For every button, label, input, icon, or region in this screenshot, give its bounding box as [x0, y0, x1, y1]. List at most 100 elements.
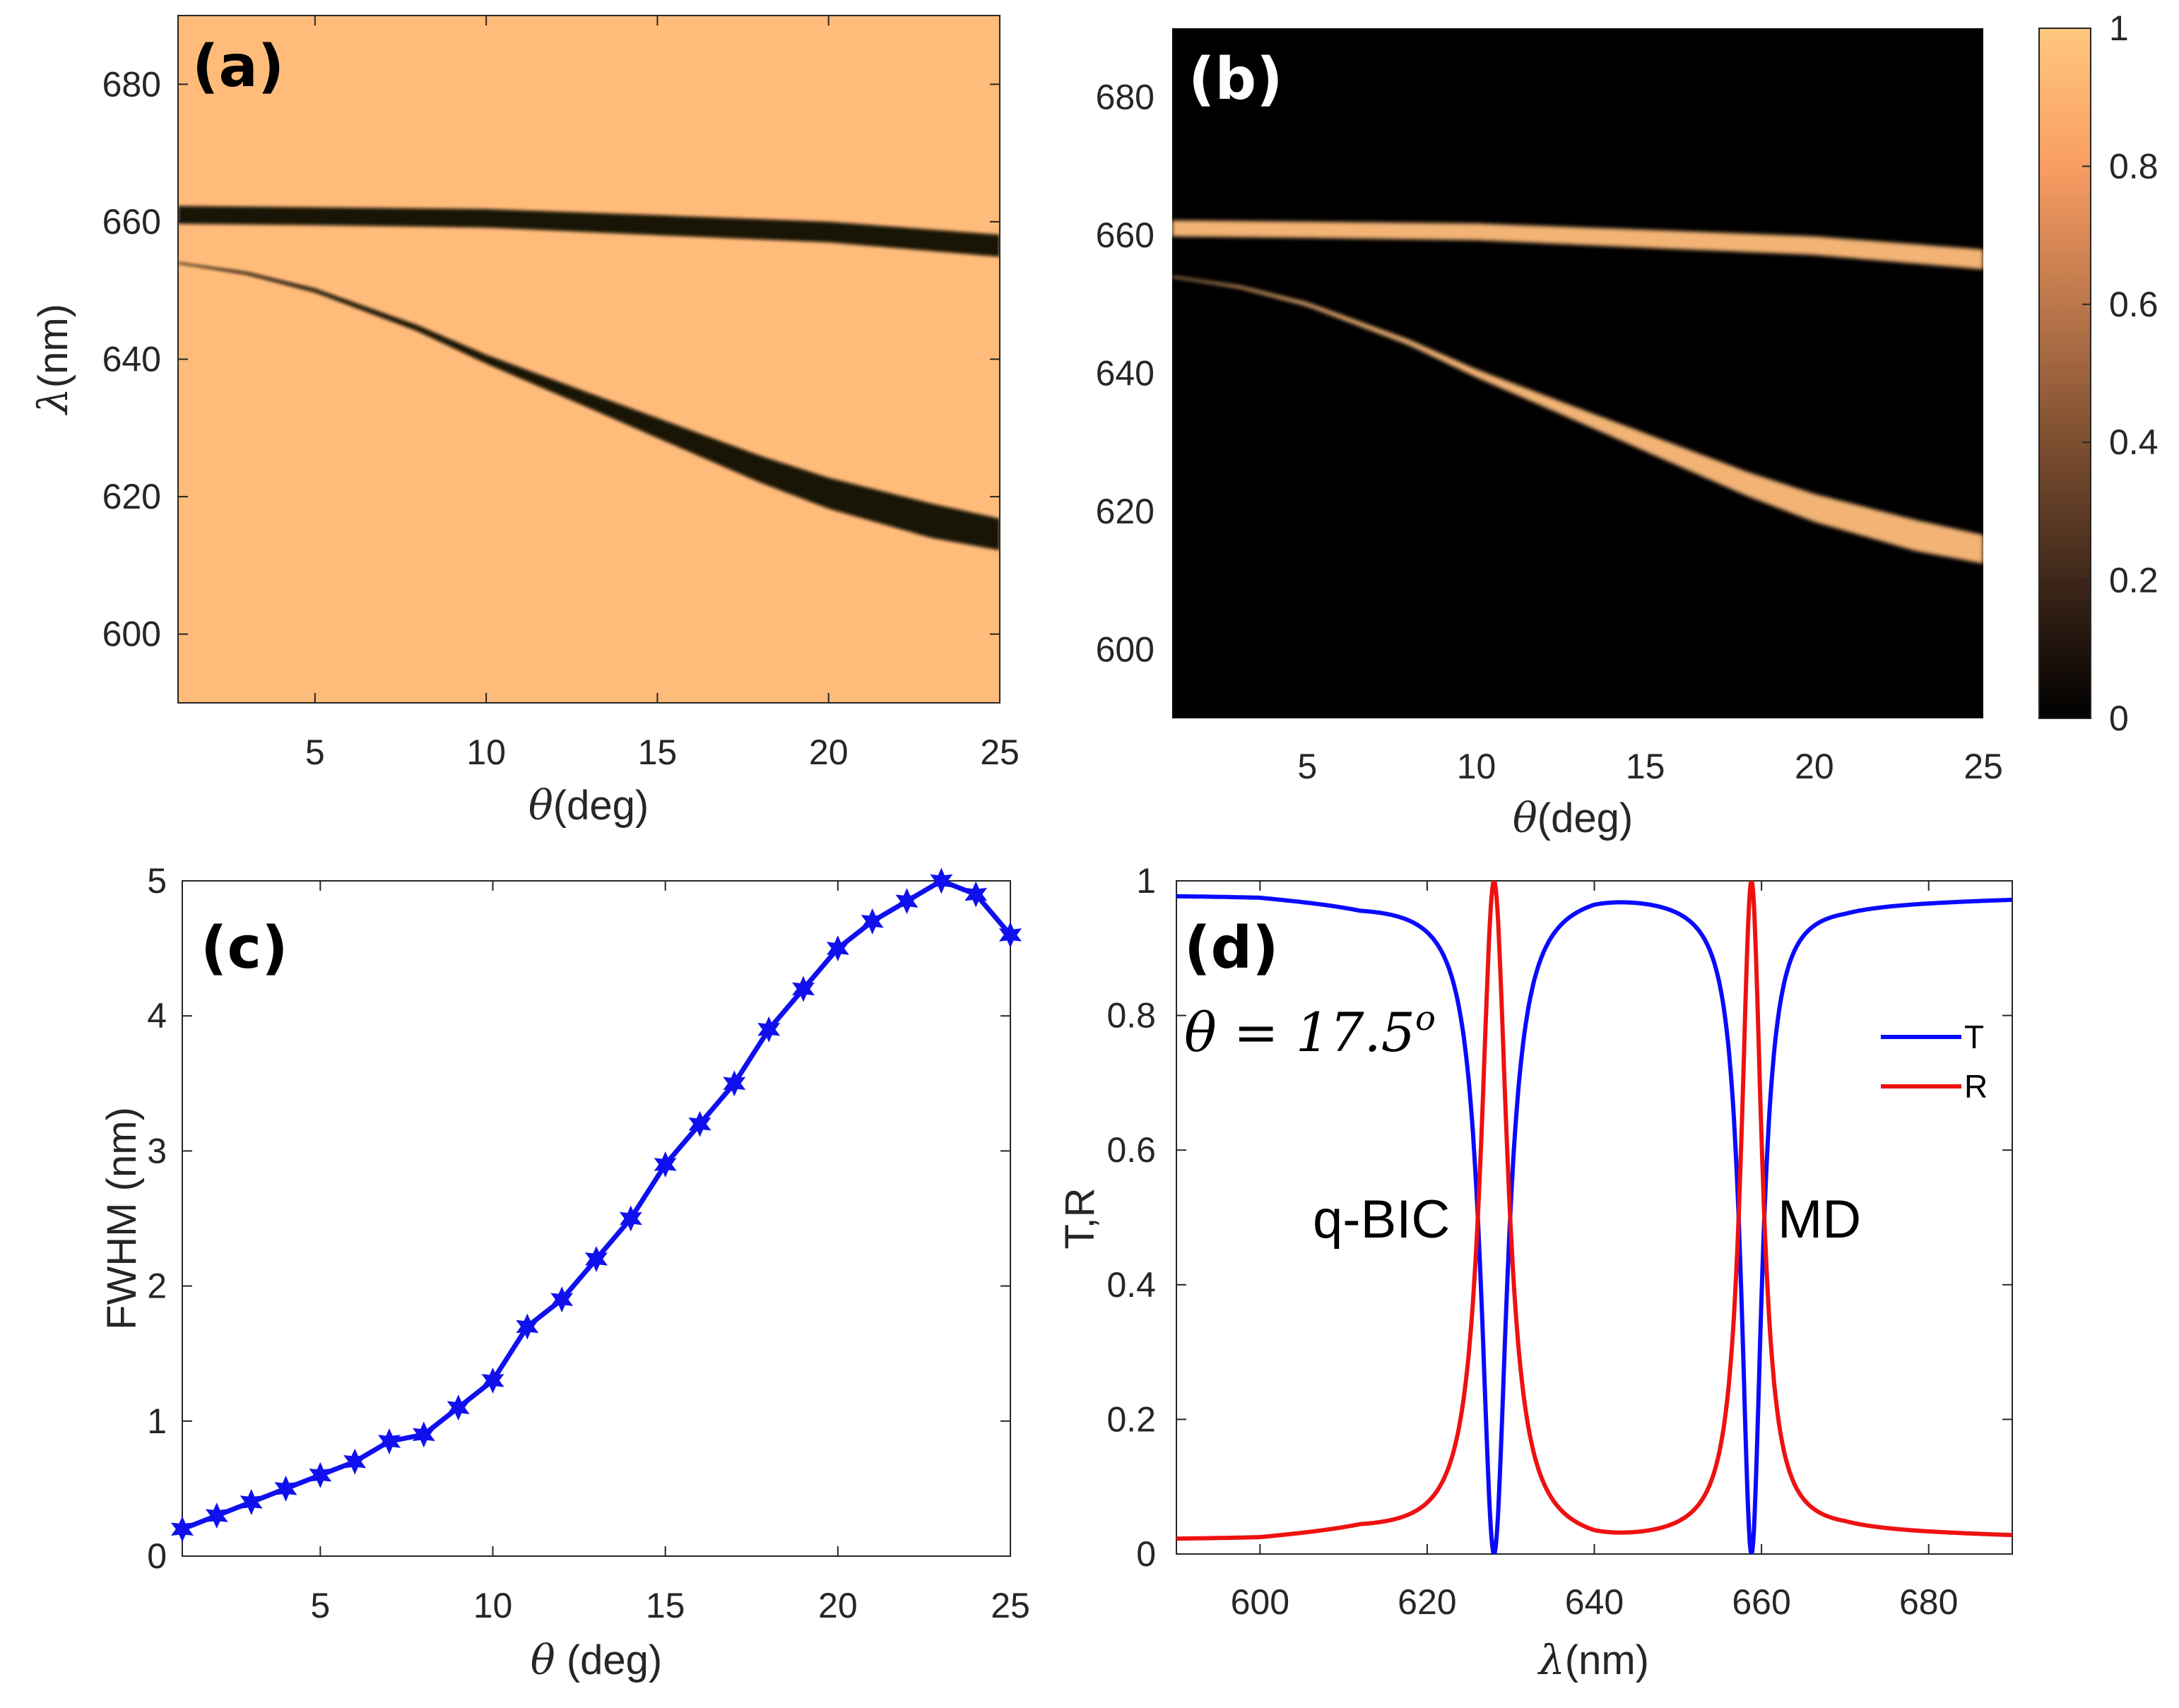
y-tick-label: 3 — [147, 1131, 167, 1170]
fwhm-data-point — [688, 1110, 711, 1137]
resonance-band-q-bic — [1172, 275, 1983, 564]
x-tick-label: 15 — [638, 733, 678, 772]
fwhm-data-point — [550, 1286, 574, 1313]
reflection-series-line — [1176, 881, 2012, 1541]
y-tick-label: 2 — [147, 1267, 167, 1306]
panel-b: 5 10 15 20 25 600 620 640 660 680 (b) θ(deg) 0 0.… — [1096, 8, 2159, 842]
x-tick-label: 15 — [646, 1586, 685, 1625]
fwhm-data-point — [757, 1016, 781, 1043]
resonance-band-md — [1172, 220, 1983, 270]
x-tick-label: 20 — [809, 733, 849, 772]
y-tick-label: 620 — [102, 477, 161, 516]
x-axis-label-c: θ (deg) — [531, 1636, 662, 1684]
colorbar-tick-label: 1 — [2109, 8, 2129, 48]
panel-label-c: (c) — [201, 915, 288, 982]
y-axis-label-c: FWHM (nm) — [99, 1107, 145, 1330]
fwhm-data-point — [619, 1205, 642, 1232]
colorbar-tick-label: 0.2 — [2109, 561, 2159, 600]
transmission-series-line — [1176, 894, 2012, 1554]
fwhm-data-point — [895, 888, 919, 915]
x-tick-label: 5 — [305, 733, 325, 772]
y-tick-label: 5 — [147, 861, 167, 901]
x-tick-label: 25 — [991, 1586, 1030, 1625]
plot-frame-c — [182, 880, 1011, 1557]
fwhm-data-point — [240, 1489, 263, 1515]
theta-annotation: θ = 17.5o — [1184, 999, 1436, 1064]
y-tick-label: 0 — [1136, 1534, 1156, 1574]
fwhm-data-point — [412, 1421, 435, 1448]
y-tick-label: 0.4 — [1106, 1265, 1156, 1305]
heatmap-b-bands — [1172, 220, 1983, 564]
x-tick-label: 600 — [1231, 1582, 1289, 1622]
fwhm-data-point — [964, 881, 988, 908]
x-tick-label: 640 — [1565, 1582, 1624, 1622]
fwhm-data-point — [377, 1428, 401, 1454]
y-axis-label-a: λ(nm) — [29, 304, 77, 415]
x-ticks-b: 5 10 15 20 25 — [1297, 747, 2002, 786]
x-tick-label: 10 — [466, 733, 506, 772]
fwhm-data-point — [654, 1151, 677, 1178]
panel-label-b: (b) — [1188, 46, 1283, 113]
y-tick-label: 4 — [147, 996, 167, 1036]
x-tick-label: 680 — [1899, 1582, 1958, 1622]
resonance-band-q-bic — [178, 262, 1000, 550]
y-tick-label: 0.2 — [1106, 1399, 1156, 1439]
x-tick-label: 660 — [1732, 1582, 1790, 1622]
colorbar — [2038, 28, 2091, 719]
fwhm-data-point — [584, 1245, 608, 1272]
fwhm-data-point — [309, 1461, 332, 1488]
x-tick-label: 5 — [1297, 747, 1317, 786]
fwhm-data-point — [447, 1394, 470, 1421]
fwhm-data-point — [791, 975, 815, 1002]
fwhm-data-point — [516, 1313, 539, 1340]
fwhm-data-point — [826, 935, 849, 962]
fwhm-data-point — [170, 1516, 194, 1543]
y-tick-label: 660 — [1096, 215, 1155, 255]
colorbar-tick-label: 0.8 — [2109, 146, 2159, 186]
annotation-md: MD — [1778, 1190, 1861, 1250]
fwhm-data-point — [723, 1070, 746, 1097]
fwhm-series-markers — [170, 867, 1022, 1543]
y-tick-label: 620 — [1096, 492, 1155, 531]
panel-label-a: (a) — [192, 33, 284, 100]
panel-a: 5 10 15 20 25 600 620 640 660 680 (a) θ(deg) λ(n… — [29, 15, 1020, 829]
y-ticks-a: 600 620 640 660 680 — [102, 64, 1000, 654]
x-axis-label-d: λ(nm) — [1537, 1636, 1649, 1684]
y-ticks-d: 0 0.2 0.4 0.6 0.8 1 — [1106, 861, 2012, 1574]
panel-label-d: (d) — [1184, 915, 1279, 982]
x-ticks-c: 5 10 15 20 25 — [310, 881, 1030, 1625]
fwhm-data-point — [998, 922, 1022, 948]
x-tick-label: 25 — [980, 733, 1020, 772]
x-tick-label: 20 — [818, 1586, 858, 1625]
panel-c: 5 10 15 20 25 0 1 2 3 4 5 (c) θ (deg) FWHM (nm) — [99, 861, 1030, 1684]
fwhm-data-point — [343, 1448, 367, 1475]
x-tick-label: 15 — [1626, 747, 1665, 786]
y-tick-label: 640 — [102, 340, 161, 379]
y-tick-label: 600 — [102, 615, 161, 654]
legend: T R — [1881, 1019, 1988, 1105]
colorbar-ticks: 0 0.2 0.4 0.6 0.8 1 — [2082, 8, 2159, 738]
x-axis-label-b: θ(deg) — [1513, 794, 1633, 842]
x-axis-label-a: θ(deg) — [528, 781, 649, 829]
y-tick-label: 0.6 — [1106, 1130, 1156, 1170]
y-tick-label: 660 — [102, 202, 161, 242]
heatmap-b-background — [1172, 28, 1983, 718]
y-tick-label: 680 — [1096, 78, 1155, 117]
plot-frame-d — [1176, 880, 2013, 1555]
y-tick-label: 0 — [147, 1536, 167, 1576]
annotation-q-bic: q-BIC — [1313, 1190, 1450, 1250]
x-tick-label: 10 — [1457, 747, 1496, 786]
fwhm-data-point — [205, 1502, 228, 1529]
y-tick-label: 600 — [1096, 629, 1155, 669]
x-ticks-d: 600 620 640 660 680 — [1231, 881, 1958, 1622]
x-tick-label: 25 — [1964, 747, 2003, 786]
y-tick-label: 1 — [147, 1401, 167, 1441]
colorbar-tick-label: 0 — [2109, 699, 2129, 738]
legend-label-t: T — [1964, 1019, 1984, 1055]
colorbar-tick-label: 0.4 — [2109, 422, 2159, 462]
resonance-band-md — [178, 206, 1000, 257]
panel-d: 600 620 640 660 680 0 0.2 0.4 0.6 0.8 1 (d) θ = 1… — [1057, 861, 2013, 1684]
y-ticks-b: 600 620 640 660 680 — [1096, 78, 1155, 670]
y-tick-label: 640 — [1096, 354, 1155, 393]
x-tick-label: 10 — [473, 1586, 513, 1625]
